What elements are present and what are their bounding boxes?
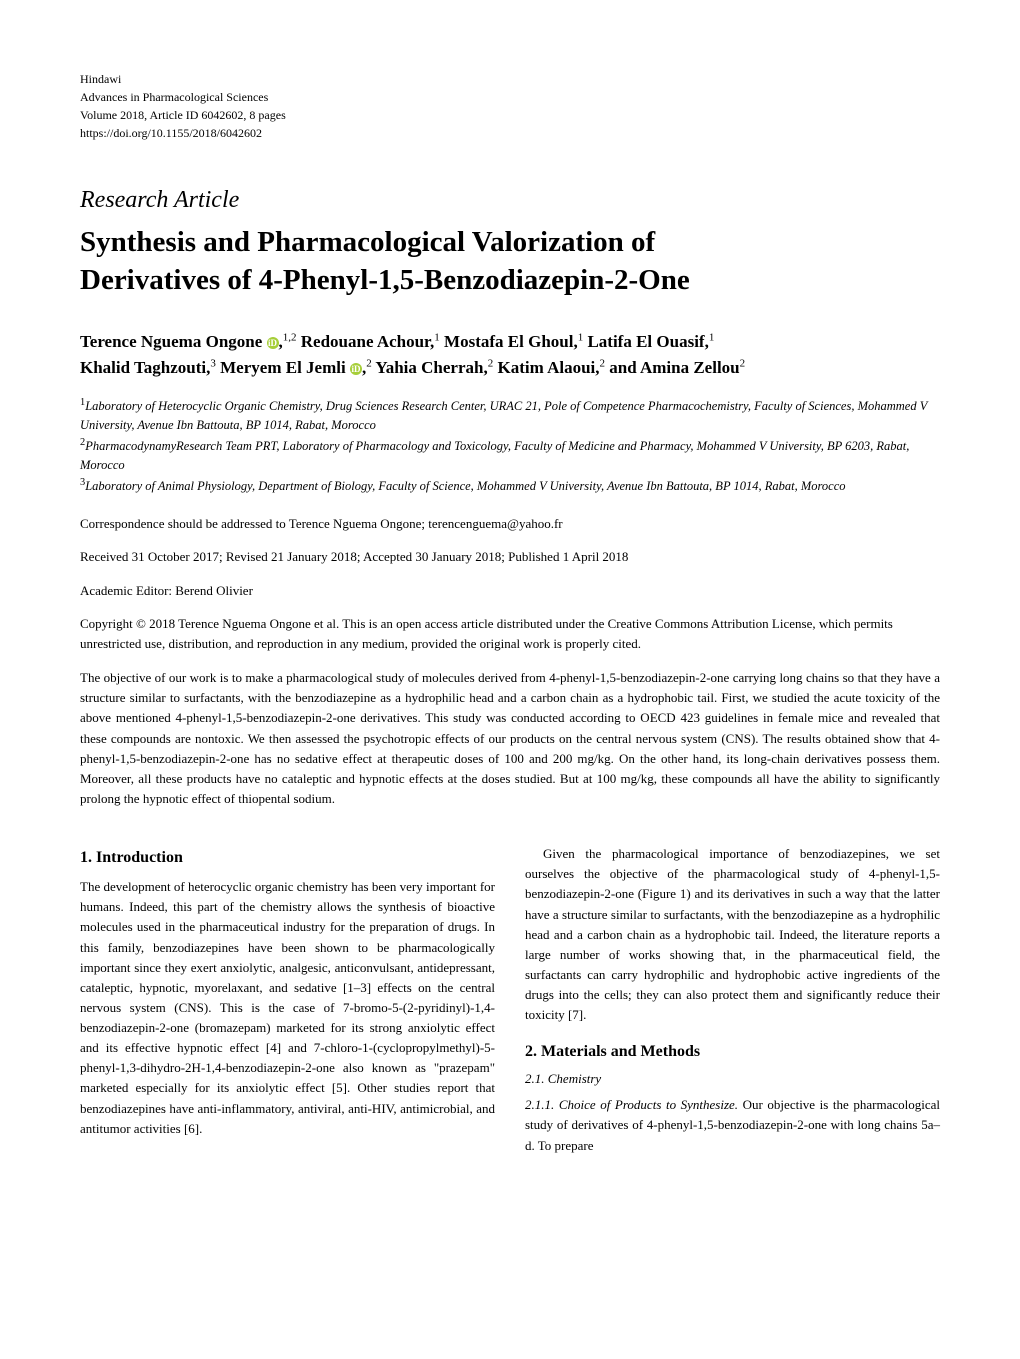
section-2-1-1-body: 2.1.1. Choice of Products to Synthesize.… xyxy=(525,1095,940,1155)
author-name: and Amina Zellou xyxy=(609,358,739,377)
author-name: Redouane Achour, xyxy=(301,332,435,351)
doi-link[interactable]: https://doi.org/10.1155/2018/6042602 xyxy=(80,124,940,142)
affil-text: Laboratory of Heterocyclic Organic Chemi… xyxy=(80,400,927,433)
author-affil-sup: 2 xyxy=(600,357,606,369)
affiliations-block: 1Laboratory of Heterocyclic Organic Chem… xyxy=(80,395,940,495)
title-line-1: Synthesis and Pharmacological Valorizati… xyxy=(80,226,655,258)
author-name: Khalid Taghzouti, xyxy=(80,358,210,377)
copyright-notice: Copyright © 2018 Terence Nguema Ongone e… xyxy=(80,614,940,653)
two-column-layout: 1. Introduction The development of heter… xyxy=(80,844,940,1156)
publication-dates: Received 31 October 2017; Revised 21 Jan… xyxy=(80,547,940,567)
section-2-1-heading: 2.1. Chemistry xyxy=(525,1071,940,1087)
correspondence: Correspondence should be addressed to Te… xyxy=(80,514,940,534)
journal-name: Advances in Pharmacological Sciences xyxy=(80,88,940,106)
author-name: Yahia Cherrah, xyxy=(375,358,487,377)
title-line-2: Derivatives of 4-Phenyl-1,5-Benzodiazepi… xyxy=(80,264,690,296)
author-affil-sup: 1 xyxy=(578,332,584,344)
author-name: Latifa El Ouasif, xyxy=(587,332,708,351)
author-affil-sup: 2 xyxy=(740,357,746,369)
section-1-body: The development of heterocyclic organic … xyxy=(80,877,495,1139)
author-name: Mostafa El Ghoul, xyxy=(444,332,578,351)
author-affil-sup: 1 xyxy=(434,332,440,344)
left-column: 1. Introduction The development of heter… xyxy=(80,844,495,1156)
academic-editor: Academic Editor: Berend Olivier xyxy=(80,581,940,601)
author-name: Meryem El Jemli xyxy=(220,358,346,377)
affiliation-2: 2PharmacodynamyResearch Team PRT, Labora… xyxy=(80,435,940,475)
author-affil-sup: 3 xyxy=(210,357,216,369)
section-1-heading: 1. Introduction xyxy=(80,849,495,867)
intro-para-2: Given the pharmacological importance of … xyxy=(525,844,940,1025)
article-type: Research Article xyxy=(80,187,940,214)
authors-block: Terence Nguema Ongone iD,1,2 Redouane Ac… xyxy=(80,329,940,380)
author-name: Katim Alaoui, xyxy=(497,358,599,377)
section-2-heading: 2. Materials and Methods xyxy=(525,1043,940,1061)
section-2-1-1-heading: 2.1.1. Choice of Products to Synthesize. xyxy=(525,1097,738,1112)
journal-info: Hindawi Advances in Pharmacological Scie… xyxy=(80,70,940,142)
right-column: Given the pharmacological importance of … xyxy=(525,844,940,1156)
intro-paragraph: The development of heterocyclic organic … xyxy=(80,877,495,1139)
orcid-icon[interactable]: iD xyxy=(350,363,362,375)
affiliation-3: 3Laboratory of Animal Physiology, Depart… xyxy=(80,475,940,496)
subsubsection-para: 2.1.1. Choice of Products to Synthesize.… xyxy=(525,1095,940,1155)
orcid-icon[interactable]: iD xyxy=(267,337,279,349)
affiliation-1: 1Laboratory of Heterocyclic Organic Chem… xyxy=(80,395,940,435)
author-affil-sup: 2 xyxy=(488,357,494,369)
author-affil-sup: 2 xyxy=(366,357,372,369)
publisher: Hindawi xyxy=(80,70,940,88)
abstract-text: The objective of our work is to make a p… xyxy=(80,668,940,809)
article-title: Synthesis and Pharmacological Valorizati… xyxy=(80,224,940,299)
author-affil-sup: 1,2 xyxy=(283,332,297,344)
author-affil-sup: 1 xyxy=(709,332,715,344)
author-name: Terence Nguema Ongone xyxy=(80,332,262,351)
affil-text: PharmacodynamyResearch Team PRT, Laborat… xyxy=(80,439,909,472)
volume-info: Volume 2018, Article ID 6042602, 8 pages xyxy=(80,106,940,124)
affil-text: Laboratory of Animal Physiology, Departm… xyxy=(85,479,845,493)
intro-continuation: Given the pharmacological importance of … xyxy=(525,844,940,1025)
